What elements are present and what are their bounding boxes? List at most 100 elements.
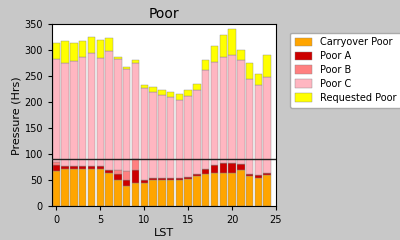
Bar bbox=[132, 63, 139, 160]
Bar bbox=[228, 55, 236, 163]
Bar bbox=[193, 90, 201, 174]
Bar bbox=[167, 178, 174, 180]
Bar bbox=[237, 50, 244, 60]
Bar bbox=[132, 170, 139, 183]
Bar bbox=[70, 169, 78, 206]
Bar bbox=[211, 61, 218, 165]
Bar bbox=[149, 92, 157, 178]
Bar bbox=[184, 179, 192, 206]
Bar bbox=[88, 37, 95, 53]
Bar bbox=[123, 69, 130, 171]
Title: Poor: Poor bbox=[149, 7, 179, 21]
Bar bbox=[220, 173, 227, 206]
Bar bbox=[176, 180, 183, 206]
Bar bbox=[211, 173, 218, 206]
Bar bbox=[193, 176, 201, 206]
Bar bbox=[264, 173, 271, 175]
Bar bbox=[96, 169, 104, 206]
Bar bbox=[70, 43, 78, 61]
Bar bbox=[211, 46, 218, 61]
Bar bbox=[53, 59, 60, 162]
Bar bbox=[228, 173, 236, 206]
Legend: Carryover Poor, Poor A, Poor B, Poor C, Requested Poor: Carryover Poor, Poor A, Poor B, Poor C, … bbox=[290, 32, 400, 108]
Bar bbox=[255, 85, 262, 175]
Bar bbox=[246, 63, 253, 79]
Bar bbox=[114, 57, 122, 60]
Bar bbox=[246, 174, 253, 176]
Bar bbox=[264, 175, 271, 206]
Bar bbox=[62, 169, 69, 206]
Bar bbox=[184, 96, 192, 177]
Bar bbox=[53, 171, 60, 206]
Bar bbox=[176, 94, 183, 100]
Bar bbox=[237, 164, 244, 170]
Bar bbox=[255, 74, 262, 85]
Bar bbox=[246, 79, 253, 174]
Bar bbox=[123, 186, 130, 206]
Bar bbox=[114, 180, 122, 206]
Bar bbox=[202, 174, 210, 206]
Bar bbox=[167, 97, 174, 178]
Bar bbox=[53, 43, 60, 59]
Bar bbox=[96, 40, 104, 58]
Bar bbox=[220, 57, 227, 163]
Bar bbox=[158, 90, 166, 95]
Bar bbox=[70, 166, 78, 169]
Bar bbox=[167, 92, 174, 97]
Bar bbox=[53, 162, 60, 165]
Bar bbox=[114, 174, 122, 180]
Bar bbox=[202, 70, 210, 169]
Y-axis label: Pressure (Hrs): Pressure (Hrs) bbox=[12, 76, 22, 155]
Bar bbox=[79, 57, 86, 166]
Bar bbox=[88, 53, 95, 166]
Bar bbox=[149, 87, 157, 92]
Bar bbox=[140, 85, 148, 88]
Bar bbox=[158, 180, 166, 206]
Bar bbox=[237, 60, 244, 164]
Bar bbox=[105, 51, 113, 170]
Bar bbox=[228, 163, 236, 173]
Bar bbox=[220, 36, 227, 57]
Bar bbox=[228, 29, 236, 55]
Bar bbox=[149, 178, 157, 180]
Bar bbox=[255, 178, 262, 206]
Bar bbox=[114, 170, 122, 174]
Bar bbox=[193, 174, 201, 176]
Bar bbox=[79, 41, 86, 57]
Bar bbox=[123, 171, 130, 180]
Bar bbox=[114, 60, 122, 170]
Bar bbox=[246, 176, 253, 206]
Bar bbox=[158, 178, 166, 180]
Bar bbox=[184, 90, 192, 96]
Bar bbox=[140, 183, 148, 206]
Bar bbox=[79, 169, 86, 206]
Bar bbox=[176, 178, 183, 180]
Bar bbox=[237, 170, 244, 206]
Bar bbox=[176, 100, 183, 178]
Bar bbox=[184, 177, 192, 179]
Bar bbox=[167, 180, 174, 206]
Bar bbox=[88, 169, 95, 206]
Bar bbox=[193, 84, 201, 90]
Bar bbox=[202, 60, 210, 70]
Bar bbox=[62, 166, 69, 169]
Bar bbox=[132, 160, 139, 170]
Bar bbox=[105, 173, 113, 206]
Bar bbox=[202, 169, 210, 174]
Bar bbox=[105, 170, 113, 173]
Bar bbox=[70, 61, 78, 166]
Bar bbox=[264, 55, 271, 77]
Bar bbox=[158, 95, 166, 178]
X-axis label: LST: LST bbox=[154, 228, 174, 238]
Bar bbox=[220, 163, 227, 173]
Bar bbox=[62, 63, 69, 166]
Bar bbox=[255, 175, 262, 178]
Bar bbox=[53, 165, 60, 171]
Bar bbox=[264, 77, 271, 173]
Bar bbox=[140, 88, 148, 180]
Bar bbox=[96, 166, 104, 169]
Bar bbox=[79, 166, 86, 169]
Bar bbox=[88, 166, 95, 169]
Bar bbox=[62, 41, 69, 63]
Bar bbox=[123, 67, 130, 69]
